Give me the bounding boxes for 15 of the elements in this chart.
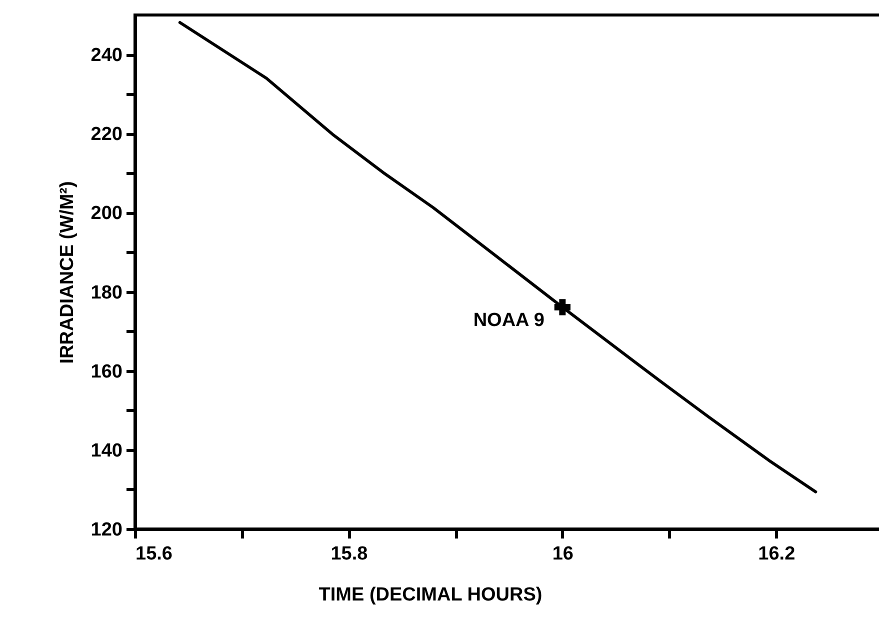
y-tick-label: 240 bbox=[90, 45, 122, 66]
x-tick-label: 15.8 bbox=[330, 544, 368, 564]
x-tick-label: 16.2 bbox=[758, 544, 796, 564]
y-tick-label: 200 bbox=[90, 203, 122, 224]
y-tick-label: 160 bbox=[90, 361, 122, 382]
annotation: NOAA 9 bbox=[473, 310, 544, 332]
y-tick-label: 140 bbox=[90, 440, 122, 462]
x-tick-label: 15.6 bbox=[136, 544, 172, 564]
x-axis-title: TIME (DECIMAL HOURS) bbox=[318, 584, 542, 606]
y-tick-label: 180 bbox=[90, 282, 122, 304]
x-tick-label: 16 bbox=[552, 544, 574, 564]
y-tick-label: 120 bbox=[90, 520, 122, 540]
line-series bbox=[178, 21, 818, 494]
y-tick-label: 220 bbox=[90, 124, 122, 146]
y-axis-title: IRRADIANCE (W/M²) bbox=[56, 181, 78, 364]
